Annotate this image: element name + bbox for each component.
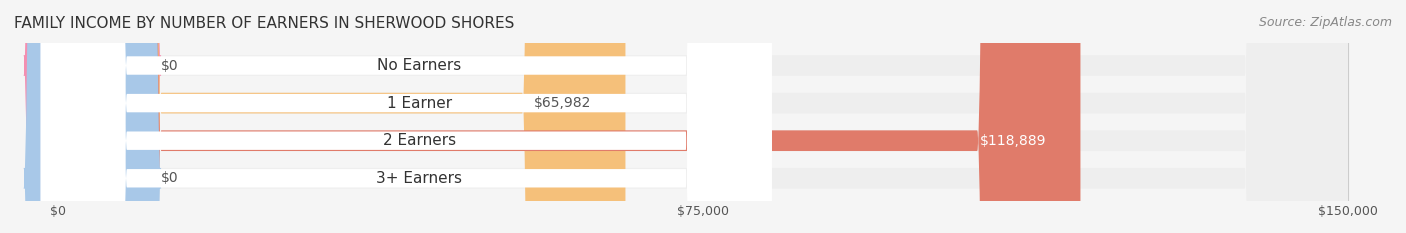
- FancyBboxPatch shape: [24, 0, 162, 233]
- FancyBboxPatch shape: [41, 0, 772, 233]
- Text: $118,889: $118,889: [980, 134, 1046, 148]
- FancyBboxPatch shape: [58, 0, 1080, 233]
- Text: $65,982: $65,982: [534, 96, 591, 110]
- Text: $0: $0: [162, 58, 179, 72]
- Text: 1 Earner: 1 Earner: [387, 96, 451, 111]
- FancyBboxPatch shape: [58, 0, 1348, 233]
- FancyBboxPatch shape: [58, 0, 1348, 233]
- Text: FAMILY INCOME BY NUMBER OF EARNERS IN SHERWOOD SHORES: FAMILY INCOME BY NUMBER OF EARNERS IN SH…: [14, 16, 515, 31]
- FancyBboxPatch shape: [58, 0, 1348, 233]
- Text: 2 Earners: 2 Earners: [382, 133, 456, 148]
- FancyBboxPatch shape: [41, 0, 772, 233]
- Text: Source: ZipAtlas.com: Source: ZipAtlas.com: [1258, 16, 1392, 29]
- FancyBboxPatch shape: [41, 0, 772, 233]
- Text: No Earners: No Earners: [377, 58, 461, 73]
- Text: 3+ Earners: 3+ Earners: [377, 171, 463, 186]
- FancyBboxPatch shape: [58, 0, 1348, 233]
- FancyBboxPatch shape: [58, 0, 626, 233]
- Text: $0: $0: [162, 171, 179, 185]
- FancyBboxPatch shape: [41, 0, 772, 233]
- FancyBboxPatch shape: [24, 0, 162, 233]
